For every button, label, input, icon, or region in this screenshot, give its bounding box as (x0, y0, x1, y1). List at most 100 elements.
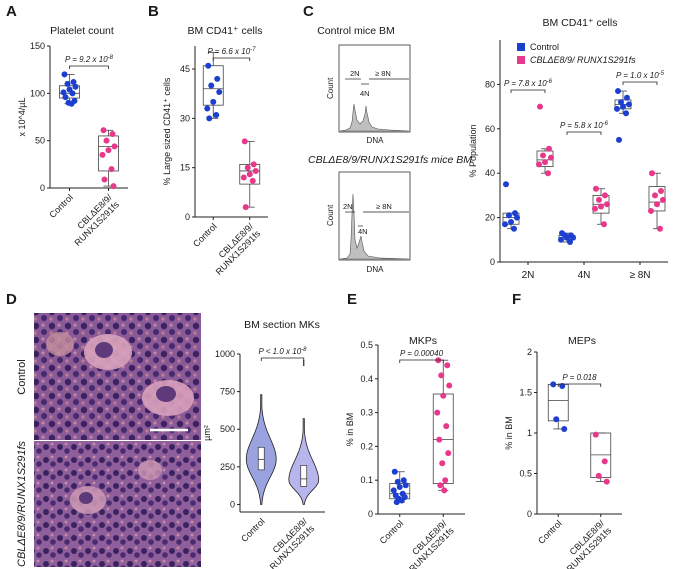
gate-8n-label: ≥ 8N (375, 69, 391, 78)
x-tick-label-mutant: CBLΔE8/9/RUNX1S291fs (400, 518, 456, 569)
x-tick-label-control: Control (239, 516, 267, 544)
x-tick-label-mutant: CBLΔE8/9/RUNX1S291fs (558, 518, 614, 569)
point-control (72, 83, 79, 90)
point-mutant (601, 458, 608, 465)
y-axis-label: % Population (468, 124, 478, 177)
panel-e-title: MKPs (409, 335, 437, 347)
point-control (60, 89, 67, 96)
x-tick-label-control: Control (378, 518, 406, 546)
point-control (70, 78, 77, 85)
gate-4n-label: 4N (360, 89, 370, 98)
chart-bm-cd41-cells: 0 15 30 45 % Large sized CD41⁺ cells P = 6.6 … (162, 46, 268, 277)
y-tick-label: 500 (220, 424, 235, 434)
point-mutant (445, 450, 452, 457)
point-mutant (604, 201, 610, 208)
gate-2n-label: 2N (350, 69, 360, 78)
point-control (64, 80, 71, 87)
box-iqr (202, 65, 224, 106)
point-mutant (546, 145, 552, 152)
point-mutant (439, 460, 446, 467)
point-mutant (100, 127, 107, 134)
micrograph-control (34, 313, 201, 440)
y-tick-label: 0 (527, 509, 532, 519)
point-mutant (108, 166, 115, 173)
point-mutant (111, 143, 118, 150)
row-label-control: Control (16, 359, 28, 394)
y-tick-label: 50 (35, 136, 45, 146)
point-control (402, 482, 409, 489)
significance-bracket (510, 89, 546, 93)
panel-c-histogram-title-mutant: CBLΔE8/9/RUNX1S291fs mice BM (308, 154, 472, 166)
x-tick-label: 4N (578, 270, 591, 281)
point-control (558, 236, 564, 243)
point-mutant (603, 478, 610, 485)
point-mutant (648, 207, 654, 214)
point-mutant (592, 431, 599, 438)
panel-c-legend: Control CBLΔE8/9/ RUNX1S291fs (517, 42, 636, 65)
legend-label-control: Control (530, 42, 559, 52)
histogram-xlabel: DNA (367, 136, 385, 145)
panel-letter-d: D (6, 291, 17, 308)
point-mutant (601, 221, 607, 228)
point-mutant (110, 183, 117, 190)
panel-d-title: BM section MKs (244, 319, 320, 331)
y-axis-label: % in BM (345, 413, 355, 447)
point-control (205, 62, 212, 69)
point-control (550, 381, 557, 388)
point-mutant (542, 159, 548, 166)
point-control (564, 234, 570, 241)
point-mutant (602, 192, 608, 199)
x-tick-label-mutant: CBLΔE8/9/RUNX1S291fs (261, 516, 317, 569)
point-mutant (649, 170, 655, 177)
x-tick-label: 2N (522, 270, 535, 281)
y-tick-label: 750 (220, 387, 235, 397)
point-mutant (440, 392, 447, 399)
histogram-ylabel: Count (326, 77, 335, 99)
y-axis-label: µm² (202, 425, 212, 441)
point-control (553, 416, 560, 423)
y-tick-label: 250 (220, 462, 235, 472)
gate-2n-label: 2N (343, 202, 353, 211)
point-mutant (548, 154, 554, 161)
panel-letter-c: C (303, 3, 314, 20)
point-mutant (105, 147, 112, 154)
point-control (62, 94, 69, 101)
point-mutant (434, 409, 441, 416)
point-control (204, 105, 211, 112)
chart-meps: 0 0.5 1 1.5 2 % in BM P = 0.018 Control CBLΔE8/9… (504, 347, 622, 569)
point-control (511, 225, 517, 232)
y-tick-label: 40 (485, 168, 495, 178)
y-tick-label: 20 (485, 213, 495, 223)
point-control (624, 94, 630, 101)
point-control (503, 181, 509, 188)
point-control (623, 110, 629, 117)
y-axis-label: % Large sized CD41⁺ cells (162, 77, 172, 185)
y-tick-label: 0.4 (360, 374, 373, 384)
y-tick-label: 150 (30, 41, 45, 51)
y-tick-label: 0.3 (360, 408, 373, 418)
significance-bracket (399, 359, 444, 363)
point-mutant (99, 151, 106, 158)
point-control (514, 214, 520, 221)
box-iqr (590, 432, 612, 478)
panel-letter-f: F (512, 291, 521, 308)
megakaryocyte-nucleus (156, 386, 176, 402)
x-tick-label-control: Control (191, 221, 219, 249)
significance-bracket (69, 65, 109, 69)
point-control (559, 383, 566, 390)
point-control (210, 98, 217, 105)
legend-swatch-mutant (517, 56, 525, 64)
point-control (216, 89, 223, 96)
histogram-xlabel: DNA (367, 265, 385, 274)
point-mutant (109, 131, 116, 138)
y-tick-label: 0 (185, 212, 190, 222)
point-control (61, 71, 68, 78)
p-value-label: P = 1.0 x 10-5 (616, 71, 665, 80)
y-tick-label: 0.5 (360, 340, 373, 350)
significance-bracket (566, 131, 602, 135)
chart-mk-area-violin: 0 250 500 750 1000 µm² P < 1.0 x 10-8 Control CB… (202, 347, 325, 569)
point-mutant (436, 436, 443, 443)
y-tick-label: 1 (527, 428, 532, 438)
point-mutant (446, 382, 453, 389)
